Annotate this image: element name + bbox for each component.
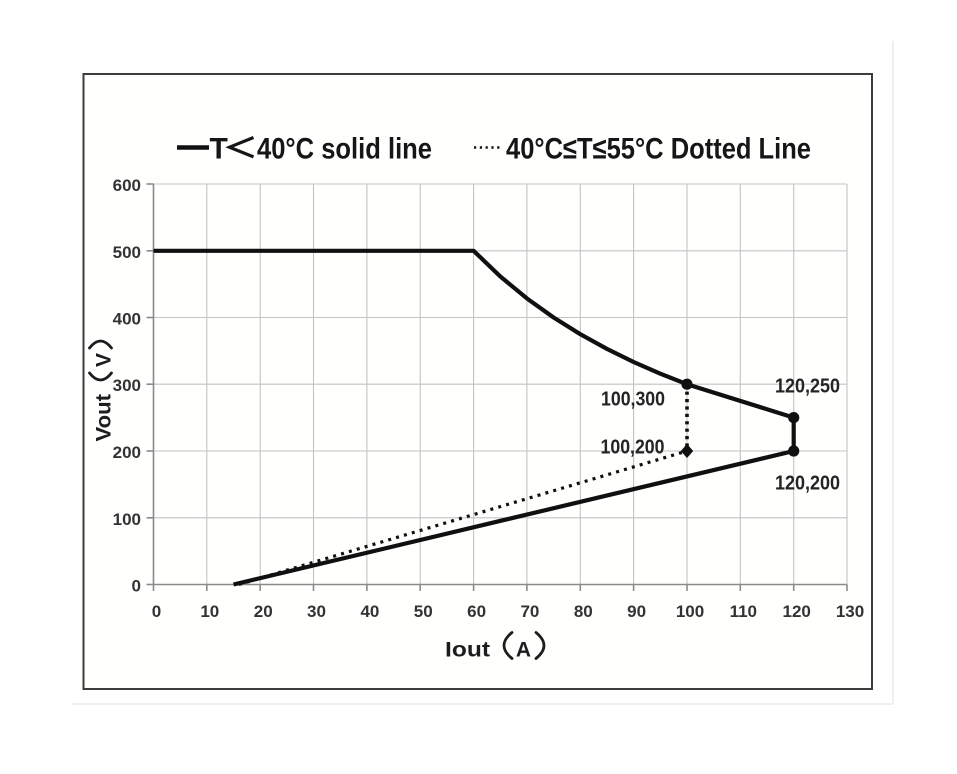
svg-text:100: 100: [113, 510, 141, 529]
svg-text:100,300: 100,300: [601, 389, 665, 411]
svg-text:50: 50: [414, 602, 433, 621]
svg-text:100,200: 100,200: [601, 437, 665, 459]
svg-text:100: 100: [676, 602, 704, 621]
svg-text:400: 400: [113, 310, 141, 329]
svg-text:40°C≤T≤55°C Dotted Line: 40°C≤T≤55°C Dotted Line: [506, 133, 811, 166]
svg-text:110: 110: [730, 602, 757, 621]
svg-text:70: 70: [520, 602, 539, 621]
svg-text:60: 60: [467, 602, 486, 621]
svg-text:A: A: [516, 639, 531, 662]
svg-text:120: 120: [783, 602, 811, 621]
svg-text:20: 20: [254, 602, 273, 621]
svg-text:Vout: Vout: [93, 394, 116, 442]
svg-text:130: 130: [836, 602, 864, 621]
svg-text:40°C solid line: 40°C solid line: [257, 133, 432, 166]
svg-text:300: 300: [113, 376, 141, 395]
svg-text:10: 10: [200, 602, 219, 621]
svg-text:200: 200: [113, 443, 141, 462]
svg-text:600: 600: [113, 176, 141, 195]
svg-text:0: 0: [152, 602, 161, 621]
svg-text:30: 30: [307, 602, 326, 621]
svg-text:120,250: 120,250: [775, 376, 840, 398]
svg-text:Iout: Iout: [445, 639, 490, 662]
svg-text:120,200: 120,200: [775, 473, 840, 495]
svg-text:0: 0: [132, 577, 141, 596]
svg-text:500: 500: [113, 243, 141, 262]
svg-text:V: V: [93, 353, 116, 367]
svg-text:T: T: [210, 133, 228, 166]
svg-text:90: 90: [627, 602, 646, 621]
svg-text:40: 40: [360, 602, 379, 621]
svg-text:80: 80: [574, 602, 593, 621]
